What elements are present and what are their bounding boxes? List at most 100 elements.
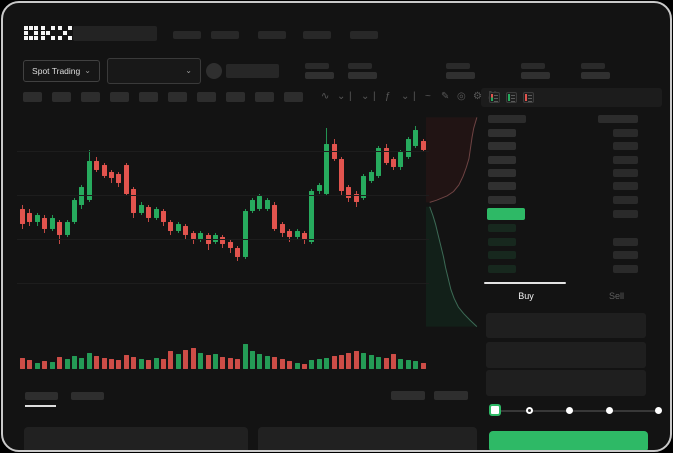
pair-select[interactable]: ⌄ [107,58,201,84]
volume-bar [368,354,374,369]
amount-input[interactable] [486,342,646,368]
candle-body [361,176,367,199]
candle-body [153,208,159,218]
bottom-tab-open-orders[interactable] [25,392,58,400]
tab-buy[interactable]: Buy [481,287,571,305]
volume-bar [86,353,92,369]
candlestick-chart [19,113,427,331]
stat-label-1 [305,63,329,69]
bottom-filter-2[interactable] [434,391,468,400]
bottom-tab-order-history[interactable] [71,392,104,400]
logo-letter-X [58,26,72,40]
nav-item-2[interactable] [211,31,239,39]
candle-body [42,217,48,229]
chevron-down-icon: ⌄ [84,66,91,75]
timeframe-button-4[interactable] [110,92,129,102]
divider: | [413,91,416,102]
settings-icon[interactable]: ⚙ [473,91,482,102]
buy-submit-button[interactable] [489,431,648,450]
timeframe-button-2[interactable] [52,92,71,102]
orderbook-view-split-icon[interactable] [489,92,500,103]
camera-icon[interactable]: ◎ [457,91,466,102]
chevron-down-icon[interactable]: ⌄ [337,91,346,102]
candle-body [227,241,233,249]
bid-row-price[interactable] [488,224,516,232]
stat-value-3 [446,72,475,79]
candle-body [146,206,152,218]
nav-item-5[interactable] [350,31,378,39]
volume-bar [420,363,426,369]
stat-value-1 [305,72,334,79]
nav-item-4[interactable] [303,31,331,39]
buy-tab-label: Buy [518,291,534,301]
amount-slider-handle[interactable] [489,404,501,416]
slider-step-dot[interactable] [566,407,573,414]
ask-row-price[interactable] [488,182,516,191]
slider-step-dot[interactable] [606,407,613,414]
candle-body [272,204,278,229]
timeframe-button-7[interactable] [197,92,216,102]
ask-row-price[interactable] [488,155,516,164]
nav-item-3[interactable] [258,31,286,39]
chevron-down-icon[interactable]: ⌄ [401,91,410,102]
indicators-icon[interactable]: ƒ [385,91,391,102]
market-type-dropdown[interactable]: Spot Trading ⌄ [23,60,100,82]
candle-body [220,237,226,244]
candle-body [383,147,389,164]
price-input[interactable] [486,313,646,338]
candle-body [376,147,382,177]
bid-row-price[interactable] [488,251,516,260]
timeframe-button-6[interactable] [168,92,187,102]
interval-icon[interactable]: ∿ [321,91,330,102]
timeframe-button-9[interactable] [255,92,274,102]
timeframe-button-5[interactable] [139,92,158,102]
slider-step-dot[interactable] [655,407,662,414]
timeframe-button-10[interactable] [284,92,303,102]
volume-bar [71,355,77,369]
orderbook-view-asks-icon[interactable] [523,92,534,103]
timeframe-button-8[interactable] [226,92,245,102]
line-tool-icon[interactable]: ~ [425,91,431,102]
amount-slider-track[interactable] [495,410,659,412]
last-price-badge[interactable] [487,208,525,220]
volume-bar [398,358,404,369]
bid-row-price[interactable] [488,237,516,246]
ask-row-amount [613,168,638,177]
ask-row-price[interactable] [488,142,516,151]
candle-body [398,152,404,168]
volume-bar [49,361,55,369]
volume-bar [383,357,389,369]
total-input[interactable] [486,370,646,396]
chevron-down-icon: ⌄ [185,66,192,75]
volume-bar [27,359,33,369]
candle-body [257,195,263,209]
orderbook-view-bids-icon[interactable] [506,92,517,103]
ask-row-price[interactable] [488,129,516,137]
candle-body [183,226,189,236]
tab-sell[interactable]: Sell [571,287,662,305]
ask-row-amount [613,129,638,137]
ask-row-price[interactable] [488,168,516,177]
timeframe-button-1[interactable] [23,92,42,102]
coin-avatar[interactable] [206,63,222,79]
bid-row-price[interactable] [488,264,516,273]
stat-value-5 [581,72,610,79]
depth-svg [426,113,479,331]
nav-item-1[interactable] [173,31,201,39]
volume-bar [138,358,144,369]
okx-logo[interactable] [24,26,72,40]
candle-body [27,213,33,222]
candle-body [198,232,204,240]
draw-icon[interactable]: ✎ [441,91,450,102]
slider-step-dot[interactable] [526,407,533,414]
volume-bar [413,361,419,369]
logo-letter-O [24,26,38,40]
chart-gridline [17,195,429,196]
bottom-filter-1[interactable] [391,391,425,400]
ask-row-price[interactable] [488,195,516,204]
depth-chart [426,113,479,331]
chevron-down-icon[interactable]: ⌄ [361,91,370,102]
volume-bar [279,359,285,369]
volume-bar [309,360,315,369]
timeframe-button-3[interactable] [81,92,100,102]
